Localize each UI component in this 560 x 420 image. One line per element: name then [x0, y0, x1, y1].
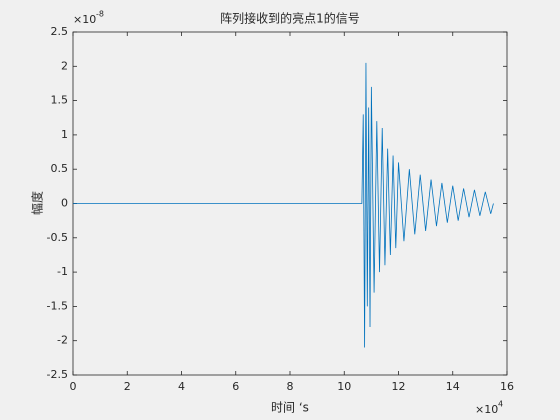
x-tick-label: 2: [124, 380, 131, 393]
y-tick-label: -2.5: [47, 368, 68, 381]
y-tick-label: 0.5: [51, 162, 69, 175]
y-tick-label: 2: [61, 59, 68, 72]
series-line: [73, 62, 494, 348]
y-tick-label: -2: [57, 334, 68, 347]
chart-title: 阵列接收到的亮点1的信号: [220, 11, 360, 26]
y-axis-label: 幅度: [30, 191, 45, 215]
x-tick-label: 10: [337, 380, 351, 393]
x-tick-label: 12: [392, 380, 406, 393]
x-multiplier-base: ×10: [475, 403, 498, 416]
x-multiplier-exponent: 4: [498, 400, 503, 409]
y-multiplier-exponent: -8: [96, 10, 104, 19]
y-tick-label: 1: [61, 128, 68, 141]
x-tick-label: 14: [446, 380, 460, 393]
x-tick-label: 6: [232, 380, 239, 393]
x-tick-label: 0: [70, 380, 77, 393]
y-multiplier-base: ×10: [73, 13, 96, 26]
y-tick-label: 1.5: [51, 94, 69, 107]
x-axis-label: 时间 ‘s: [271, 401, 309, 415]
y-tick-label: -0.5: [47, 231, 68, 244]
y-tick-label: 0: [61, 197, 68, 210]
y-tick-label: -1.5: [47, 299, 68, 312]
y-tick-label: 2.5: [51, 25, 69, 38]
x-tick-label: 16: [500, 380, 514, 393]
x-tick-label: 8: [287, 380, 294, 393]
y-tick-label: -1: [57, 265, 68, 278]
x-tick-label: 4: [178, 380, 185, 393]
